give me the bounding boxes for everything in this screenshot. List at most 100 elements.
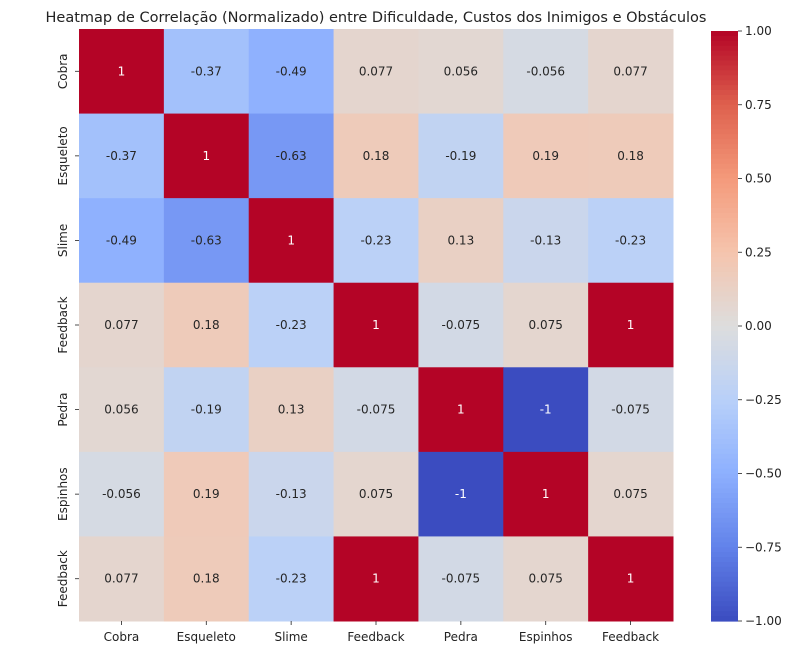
cell-value-label: -0.075	[442, 318, 481, 332]
heatmap-cell	[79, 367, 165, 453]
cell-value-label: 0.18	[363, 149, 390, 163]
cell-value-label: -0.23	[360, 233, 391, 247]
cell-value-label: -0.23	[615, 233, 646, 247]
colorbar-segment	[711, 424, 738, 430]
heatmap-cell	[79, 29, 165, 115]
colorbar-segment	[711, 616, 738, 622]
cell-value-label: 0.13	[447, 233, 474, 247]
cell-value-label: 1	[542, 487, 550, 501]
colorbar-segment	[711, 340, 738, 347]
cell-value-label: -0.075	[611, 403, 650, 417]
cell-value-label: 0.077	[104, 318, 138, 332]
colorbar-segment	[711, 507, 738, 514]
heatmap-cell	[588, 451, 674, 537]
colorbar-segment	[711, 321, 738, 327]
cell-value-label: 1	[287, 233, 295, 247]
heatmap-cell	[418, 198, 504, 284]
colorbar-segment	[711, 586, 738, 593]
colorbar-segment	[711, 227, 738, 234]
y-tick-label: Feedback	[56, 550, 70, 607]
colorbar-segment	[711, 591, 738, 598]
colorbar-segment	[711, 208, 738, 214]
colorbar-segment	[711, 193, 738, 199]
colorbar-segment	[711, 512, 738, 519]
cell-value-label: 0.077	[104, 572, 138, 586]
colorbar-segment	[711, 75, 738, 81]
colorbar-segment	[711, 99, 738, 106]
colorbar-segment	[711, 611, 738, 617]
colorbar-segment	[711, 360, 738, 366]
colorbar-segment	[711, 576, 738, 583]
y-tick-label: Cobra	[56, 53, 70, 89]
colorbar-segment	[711, 483, 738, 489]
heatmap-cell	[333, 536, 419, 622]
colorbar-segment	[711, 178, 738, 185]
cell-value-label: 1	[372, 572, 380, 586]
colorbar-segment	[711, 198, 738, 204]
cell-value-label: -0.49	[276, 64, 307, 78]
cell-value-label: -0.19	[445, 149, 476, 163]
heatmap-cell	[248, 113, 335, 199]
cell-value-label: 0.075	[529, 318, 563, 332]
heatmap-cell	[418, 113, 504, 199]
colorbar-segment	[711, 316, 738, 322]
y-tick-label: Pedra	[56, 393, 70, 427]
colorbar-segment	[711, 276, 738, 283]
colorbar-segment	[711, 385, 738, 391]
heatmap-cell	[248, 536, 335, 622]
heatmap-cell	[418, 29, 504, 115]
colorbar-segment	[711, 409, 738, 416]
colorbar-segment	[711, 94, 738, 101]
colorbar-segment	[711, 596, 738, 602]
heatmap-cell	[163, 451, 250, 537]
cell-value-label: 0.077	[359, 64, 393, 78]
colorbar-segment	[711, 581, 738, 588]
colorbar-tick-label: −1.00	[745, 614, 782, 628]
heatmap-cell	[333, 367, 419, 453]
cell-value-label: 0.18	[193, 572, 220, 586]
colorbar-segment	[711, 153, 738, 160]
colorbar-segment	[711, 606, 738, 612]
colorbar-segment	[711, 537, 738, 543]
heatmap-cell	[248, 451, 335, 537]
colorbar-segment	[711, 65, 738, 71]
colorbar-segment	[711, 31, 738, 37]
heatmap-cell	[418, 282, 504, 368]
cell-value-label: 0.13	[278, 403, 305, 417]
heatmap-cell	[588, 113, 674, 199]
colorbar-segment	[711, 463, 738, 470]
colorbar-segment	[711, 571, 738, 578]
colorbar-segment	[711, 542, 738, 548]
cell-value-label: 1	[372, 318, 380, 332]
colorbar-segment	[711, 355, 738, 362]
colorbar-segment	[711, 601, 738, 607]
x-tick-label: Feedback	[347, 630, 404, 644]
colorbar-segment	[711, 439, 738, 445]
colorbar-segment	[711, 291, 738, 298]
colorbar-segment	[711, 522, 738, 529]
heatmap-cell	[163, 29, 250, 115]
colorbar-segment	[711, 547, 738, 553]
heatmap-cell	[163, 113, 250, 199]
colorbar-segment	[711, 90, 738, 96]
colorbar-segment	[711, 267, 738, 273]
cell-value-label: 0.19	[532, 149, 559, 163]
cell-value-label: -0.37	[191, 64, 222, 78]
x-tick-label: Esqueleto	[177, 630, 236, 644]
y-tick-label: Espinhos	[56, 467, 70, 521]
colorbar-segment	[711, 311, 738, 317]
colorbar-segment	[711, 242, 738, 248]
heatmap-cell	[588, 282, 674, 368]
colorbar-tick-label: 0.50	[745, 172, 772, 186]
cell-value-label: -0.19	[191, 403, 222, 417]
cell-value-label: -0.13	[530, 233, 561, 247]
colorbar-segment	[711, 552, 738, 558]
colorbar-segment	[711, 562, 738, 568]
cell-value-label: 0.075	[529, 572, 563, 586]
colorbar-segment	[711, 458, 738, 465]
colorbar-segment	[711, 139, 738, 145]
heatmap-cell	[79, 536, 165, 622]
colorbar-tick-label: 0.75	[745, 98, 772, 112]
colorbar-segment	[711, 448, 738, 455]
y-tick-label: Esqueleto	[56, 126, 70, 185]
